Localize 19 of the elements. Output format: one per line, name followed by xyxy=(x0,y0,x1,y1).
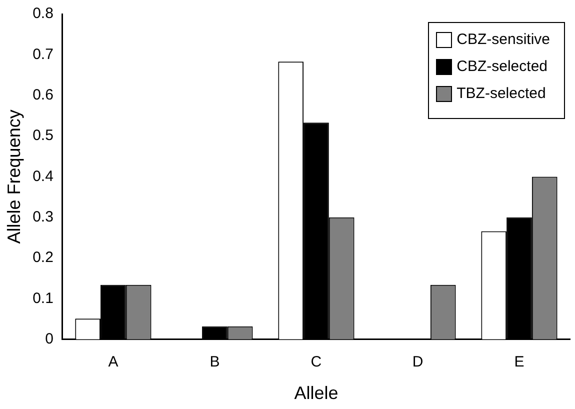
y-tick-label: 0.2 xyxy=(32,249,54,266)
y-tick-label: 0.1 xyxy=(32,290,54,307)
legend-label: CBZ-selected xyxy=(456,58,548,75)
x-tick-label: A xyxy=(108,354,118,371)
y-tick-label: 0.6 xyxy=(32,86,54,104)
x-tick-label: E xyxy=(514,354,524,371)
legend-label: TBZ-selected xyxy=(456,85,546,102)
y-tick-label: 0.7 xyxy=(32,46,54,63)
legend-label: CBZ-sensitive xyxy=(456,31,550,48)
x-tick-label: C xyxy=(310,354,322,371)
y-tick-label: 0.4 xyxy=(32,168,54,185)
y-tick-label: 0.3 xyxy=(32,208,54,226)
x-axis-title: Allele xyxy=(294,383,338,404)
x-tick-label: D xyxy=(412,354,424,371)
x-tick-label: B xyxy=(210,354,220,371)
y-tick-label: 0.5 xyxy=(32,127,54,144)
y-axis-title: Allele Frequency xyxy=(4,110,24,244)
y-tick-label: 0 xyxy=(45,330,54,348)
y-tick-label: 0.8 xyxy=(32,5,54,22)
